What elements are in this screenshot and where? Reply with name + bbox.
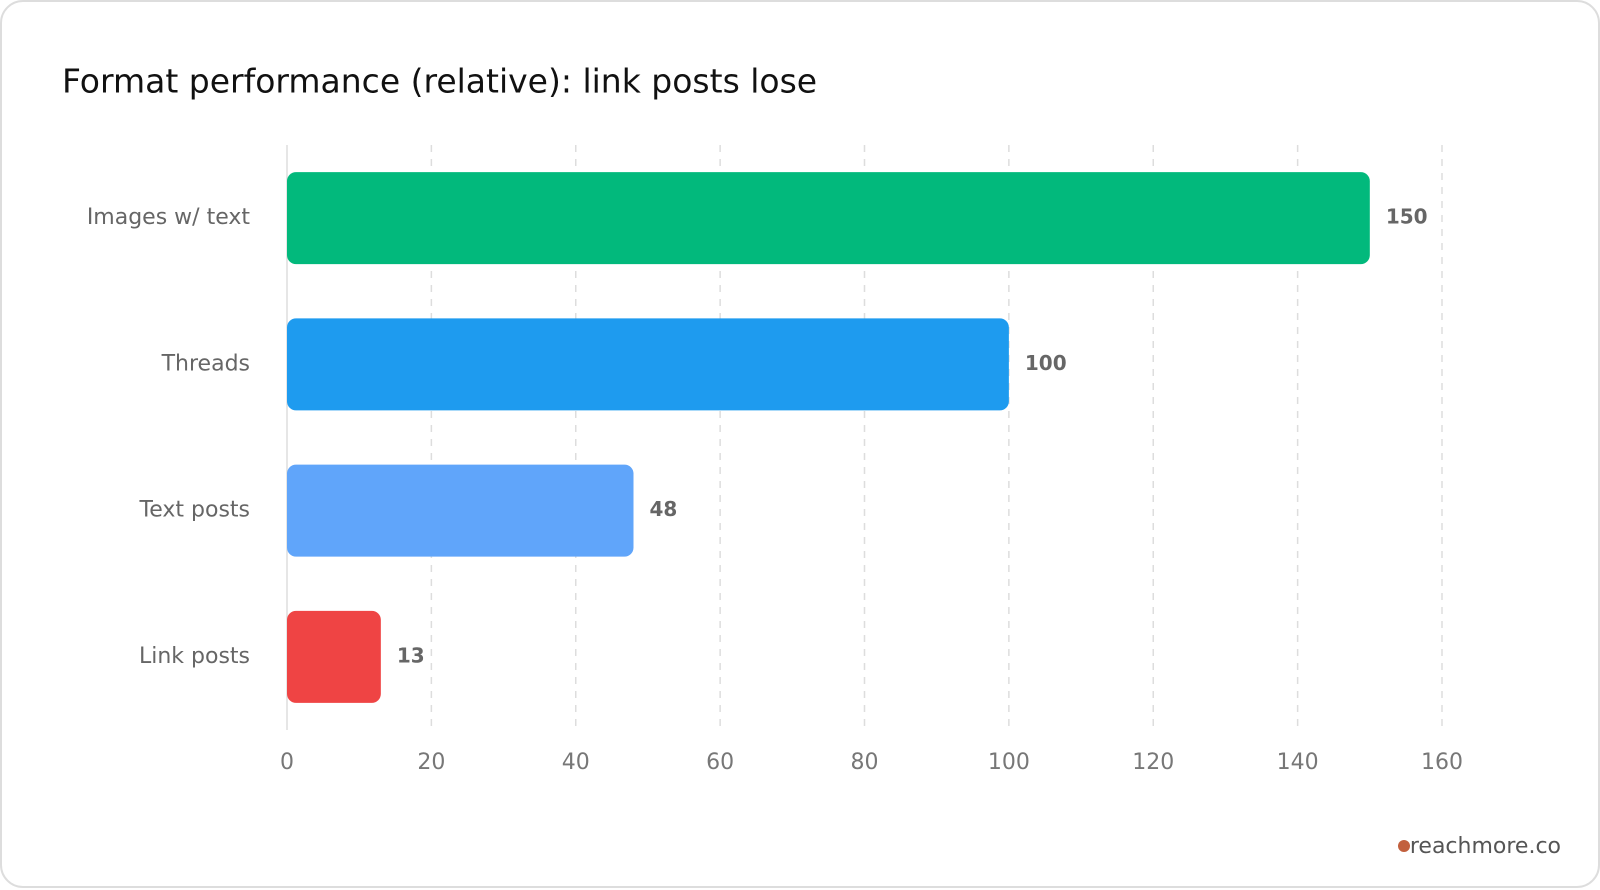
value-label: 48 [650, 497, 678, 521]
bar [287, 464, 634, 557]
x-tick-label: 80 [851, 750, 879, 775]
x-tick-label: 0 [280, 750, 294, 775]
x-tick-label: 140 [1277, 750, 1319, 775]
category-label: Images w/ text [87, 205, 251, 230]
category-label: Text posts [139, 498, 250, 523]
value-label: 13 [397, 643, 425, 667]
x-tick-label: 40 [562, 750, 590, 775]
value-label: 100 [1025, 351, 1067, 375]
bar [287, 318, 1009, 411]
bar [287, 610, 381, 703]
source-dot [1398, 840, 1410, 852]
bar [287, 172, 1370, 265]
x-tick-label: 60 [706, 750, 734, 775]
x-tick-label: 160 [1421, 750, 1463, 775]
x-tick-label: 120 [1132, 750, 1174, 775]
category-label: Link posts [139, 644, 250, 669]
category-label: Threads [161, 351, 250, 376]
source: reachmore.co [1410, 834, 1561, 859]
x-tick-label: 20 [417, 750, 445, 775]
chart-title: Format performance (relative): link post… [62, 62, 817, 101]
x-tick-label: 100 [988, 750, 1030, 775]
value-label: 150 [1386, 205, 1428, 229]
